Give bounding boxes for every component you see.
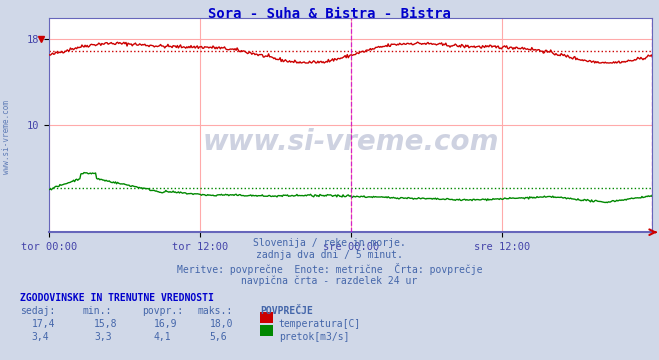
Text: 3,3: 3,3 (94, 332, 112, 342)
Text: 5,6: 5,6 (210, 332, 227, 342)
Text: 15,8: 15,8 (94, 319, 118, 329)
Text: POVPREČJE: POVPREČJE (260, 306, 313, 316)
Text: navpična črta - razdelek 24 ur: navpična črta - razdelek 24 ur (241, 275, 418, 286)
Text: Meritve: povprečne  Enote: metrične  Črta: povprečje: Meritve: povprečne Enote: metrične Črta:… (177, 263, 482, 275)
Text: 16,9: 16,9 (154, 319, 177, 329)
Text: 17,4: 17,4 (32, 319, 55, 329)
Text: 18,0: 18,0 (210, 319, 233, 329)
Text: maks.:: maks.: (198, 306, 233, 316)
Text: temperatura[C]: temperatura[C] (279, 319, 361, 329)
Text: min.:: min.: (82, 306, 112, 316)
Text: 3,4: 3,4 (32, 332, 49, 342)
Text: ZGODOVINSKE IN TRENUTNE VREDNOSTI: ZGODOVINSKE IN TRENUTNE VREDNOSTI (20, 293, 214, 303)
Text: sedaj:: sedaj: (20, 306, 55, 316)
Text: povpr.:: povpr.: (142, 306, 183, 316)
Text: Sora - Suha & Bistra - Bistra: Sora - Suha & Bistra - Bistra (208, 7, 451, 21)
Text: zadnja dva dni / 5 minut.: zadnja dva dni / 5 minut. (256, 250, 403, 260)
Text: www.si-vreme.com: www.si-vreme.com (203, 128, 499, 156)
Text: Slovenija / reke in morje.: Slovenija / reke in morje. (253, 238, 406, 248)
Text: 4,1: 4,1 (154, 332, 171, 342)
Text: www.si-vreme.com: www.si-vreme.com (2, 100, 11, 174)
Text: pretok[m3/s]: pretok[m3/s] (279, 332, 349, 342)
